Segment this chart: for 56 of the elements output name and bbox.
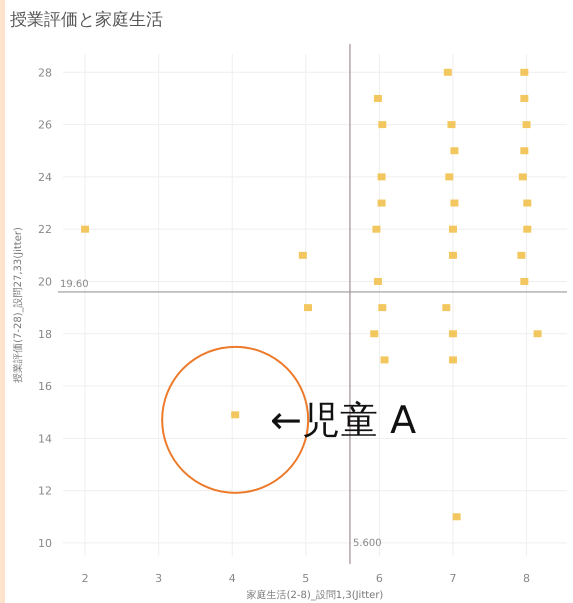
point <box>520 68 528 76</box>
y-axis-title: 授業評価(7-28)_設問27,33(Jitter) <box>12 227 24 383</box>
point <box>378 173 386 180</box>
point <box>448 252 457 259</box>
y-tick-label: 16 <box>38 380 52 394</box>
y-tick-label: 26 <box>38 118 52 132</box>
point <box>304 304 312 312</box>
ref-line-label: 5.600 <box>352 538 382 549</box>
point <box>442 304 450 312</box>
point <box>378 200 386 207</box>
y-tick-label: 10 <box>38 536 52 550</box>
y-tick-label: 18 <box>38 328 52 341</box>
point <box>520 147 528 154</box>
ref-line-label: 19.60 <box>60 278 89 290</box>
point <box>450 200 458 207</box>
point <box>452 513 461 520</box>
point <box>448 226 457 233</box>
point <box>448 356 457 364</box>
point <box>444 68 452 76</box>
point <box>231 411 240 418</box>
point <box>370 330 378 338</box>
chart-title: 授業評価と家庭生活 <box>10 10 163 30</box>
point <box>380 356 389 364</box>
point <box>534 330 542 338</box>
point <box>520 94 528 102</box>
point <box>445 173 454 180</box>
point <box>517 252 526 259</box>
point <box>450 147 458 154</box>
x-axis-title: 家庭生活(2-8)_設問1,3(Jitter) <box>246 589 384 601</box>
point <box>378 304 386 312</box>
x-tick-label: 3 <box>155 572 162 585</box>
point <box>372 226 380 233</box>
point <box>447 121 456 128</box>
point <box>298 252 307 259</box>
point <box>448 330 457 338</box>
point <box>374 278 382 285</box>
y-tick-label: 20 <box>38 275 52 288</box>
point <box>518 173 527 180</box>
point <box>522 121 531 128</box>
x-tick-label: 7 <box>449 572 456 585</box>
x-tick-label: 2 <box>82 572 89 585</box>
y-tick-label: 24 <box>38 170 52 184</box>
point <box>378 121 386 128</box>
point <box>523 200 532 207</box>
point <box>520 278 528 285</box>
y-tick-label: 28 <box>38 66 52 80</box>
point <box>374 94 382 102</box>
x-tick-label: 8 <box>523 572 530 585</box>
y-tick-label: 14 <box>38 432 52 446</box>
y-tick-label: 22 <box>38 223 52 236</box>
x-tick-label: 4 <box>228 572 236 585</box>
y-tick-label: 12 <box>38 484 52 498</box>
x-tick-label: 5 <box>302 572 310 585</box>
point <box>523 226 532 233</box>
point <box>81 226 90 233</box>
x-tick-label: 6 <box>376 572 383 585</box>
